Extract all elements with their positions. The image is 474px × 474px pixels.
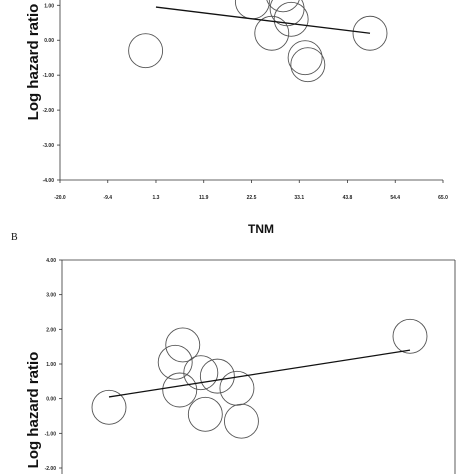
panel-a-y-axis-title: Log hazard ratio	[25, 4, 42, 121]
panel-b-y-tick-label: 1.00	[46, 362, 56, 368]
panel-b-regression-line	[108, 349, 411, 398]
panel-a-marks	[128, 0, 388, 83]
panel-a-x-axis-title: TNM	[248, 222, 274, 236]
panel-a-data-point	[352, 15, 388, 51]
panel-b-data-point	[162, 372, 198, 408]
panel-a-data-point	[266, 0, 300, 13]
panel-a-x-tick-label: 33.1	[294, 195, 304, 201]
panel-a-data-point	[128, 33, 164, 69]
panel-a: Log hazard ratio 1.00 0.00 -1.00 -2.00 -3.00…	[25, 0, 448, 236]
panel-a-y-tick-label: -3.00	[43, 143, 55, 149]
panel-a-y-tick-label: -2.00	[43, 108, 55, 114]
panel-a-y-tick-label: 0.00	[44, 38, 54, 44]
panel-a-data-point	[287, 40, 323, 76]
panel-b-data-point	[187, 396, 223, 432]
panel-a-y-tick-label: -1.00	[43, 73, 55, 79]
panel-b-ticks: 4.00 3.00 2.00 1.00 0.00 -1.00 -2.00	[45, 258, 456, 474]
panel-b-marks	[91, 318, 428, 439]
panel-b-y-tick-label: -2.00	[45, 466, 57, 472]
panel-a-ticks: 1.00 0.00 -1.00 -2.00 -3.00 -4.00 -20.0 -9.4 1.3…	[43, 0, 448, 201]
panel-a-y-tick-label: -4.00	[43, 178, 55, 184]
panel-a-x-tick-label: 43.8	[343, 195, 353, 201]
panel-a-x-tick-label: 54.4	[390, 195, 400, 201]
panel-b-data-point	[91, 389, 127, 425]
panel-a-x-tick-label: 11.9	[199, 195, 209, 201]
panel-b-data-point	[223, 403, 259, 439]
panel-a-x-tick-label: 1.3	[152, 195, 159, 201]
panel-b-y-tick-label: 4.00	[46, 258, 56, 264]
panel-a-data-point	[290, 47, 326, 83]
panel-b-data-point	[183, 355, 219, 391]
panel-a-x-tick-label: 22.5	[247, 195, 257, 201]
panel-a-x-tick-label: -20.0	[54, 195, 66, 201]
panel-b: B Log hazard ratio 4.00 3.00 2.00 1.00 0.00 -…	[11, 232, 456, 474]
panel-a-regression-line	[155, 6, 371, 34]
panel-b-data-point	[157, 344, 193, 380]
panel-a-y-tick-label: 1.00	[44, 3, 54, 9]
panel-a-data-point	[273, 1, 309, 37]
panel-b-data-point	[392, 318, 428, 354]
panel-a-data-point	[234, 0, 270, 20]
panel-b-data-point	[165, 327, 201, 363]
panel-b-y-tick-label: -1.00	[45, 431, 57, 437]
panel-b-y-tick-label: 2.00	[46, 327, 56, 333]
panel-b-letter: B	[11, 232, 18, 243]
panel-b-y-tick-label: 3.00	[46, 293, 56, 299]
panel-b-y-tick-label: 0.00	[46, 397, 56, 403]
panel-b-data-point	[219, 370, 255, 406]
panel-b-data-point	[199, 358, 235, 394]
panel-a-x-tick-label: 65.0	[438, 195, 448, 201]
panel-a-x-tick-label: -9.4	[103, 195, 112, 201]
panel-b-y-axis-title: Log hazard ratio	[25, 352, 42, 469]
